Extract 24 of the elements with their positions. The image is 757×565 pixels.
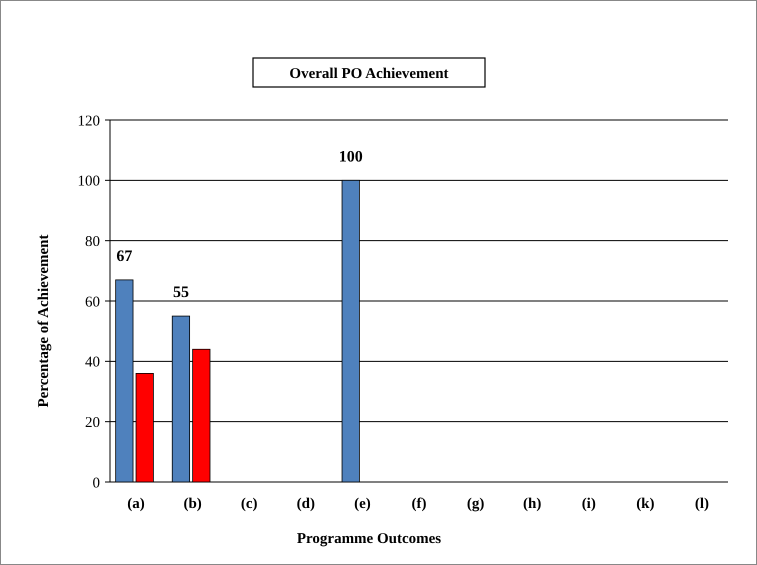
x-tick-label: (h) (523, 496, 542, 512)
x-tick-label: (l) (694, 496, 710, 512)
y-tick-label: 120 (78, 113, 100, 130)
x-tick-label: (b) (183, 496, 202, 512)
x-tick-label: (f) (412, 496, 426, 512)
y-tick-label: 100 (78, 174, 100, 190)
data-label: 55 (172, 284, 189, 302)
x-tick-label: (e) (354, 496, 371, 512)
y-axis-title: Percentage of Achievement (36, 234, 52, 408)
y-tick-label: 80 (85, 234, 100, 250)
y-tick-label: 20 (85, 414, 100, 431)
data-label: 67 (116, 248, 132, 265)
y-tick-label: 0 (92, 475, 100, 492)
x-tick-label: (a) (127, 496, 145, 512)
chart-title: Overall PO Achievement (289, 66, 449, 82)
x-axis-title: Programme Outcomes (296, 531, 442, 547)
x-tick-label: (g) (466, 496, 484, 512)
x-tick-label: (c) (240, 496, 258, 512)
y-tick-label: 40 (85, 354, 100, 371)
x-tick-label: (k) (636, 496, 655, 512)
x-tick-label: (d) (296, 496, 315, 512)
data-label: 100 (338, 148, 363, 166)
y-tick-label: 60 (85, 294, 100, 310)
x-tick-label: (i) (582, 496, 596, 512)
